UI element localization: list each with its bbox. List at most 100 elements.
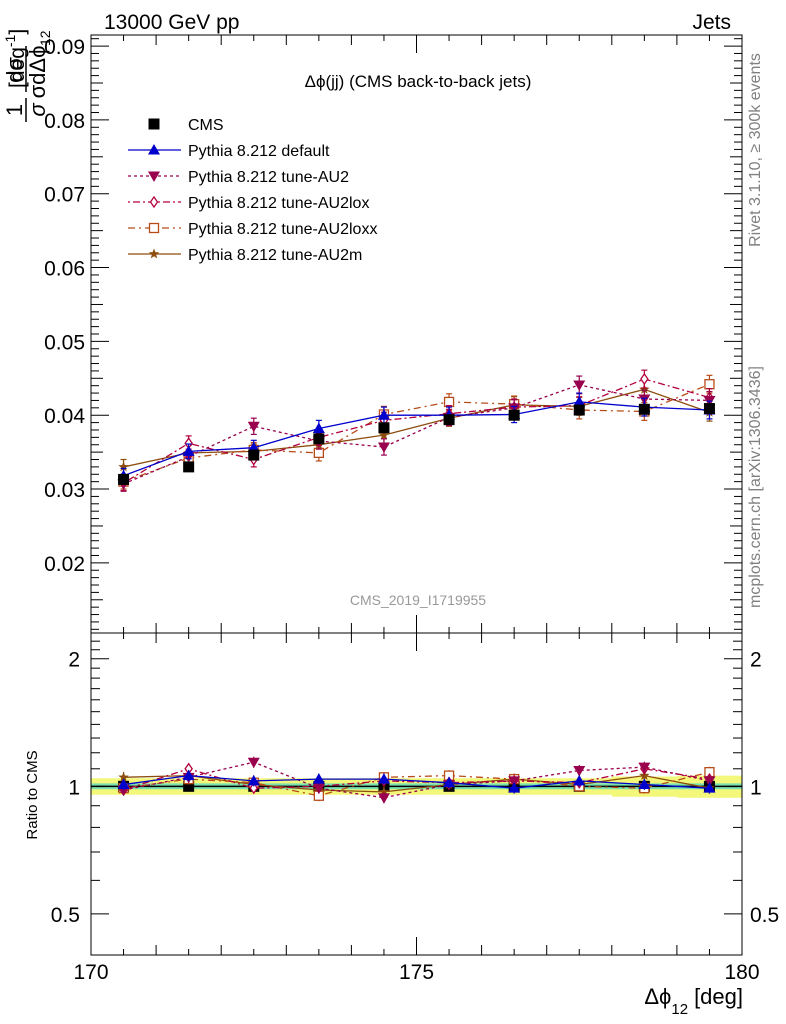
series-line [123, 378, 710, 484]
legend-entry: Pythia 8.212 tune-AU2loxx [128, 221, 377, 238]
ratio-data-point [247, 757, 260, 769]
data-point [182, 445, 195, 456]
series-line [123, 383, 710, 483]
analysis-watermark: CMS_2019_I1719955 [350, 592, 486, 608]
main-ytick-label: 0.07 [44, 184, 85, 207]
ylabel-prefix: 1 [2, 104, 27, 116]
ratio-data-point [508, 776, 521, 787]
data-point [377, 409, 390, 420]
main-ytick-label: 0.06 [44, 258, 85, 281]
ylabel-prefix-sigma: σ [25, 103, 50, 117]
data-point [377, 442, 390, 453]
ratio-ylabel: Ratio to CMS [24, 750, 41, 839]
ratio-data-point [573, 774, 586, 786]
ratio-series-line [123, 771, 710, 797]
legend-label: Pythia 8.212 tune-AU2 [188, 169, 349, 186]
series-line [123, 388, 710, 468]
legend-marker [148, 144, 160, 155]
data-point [247, 421, 260, 433]
data-point [638, 403, 650, 415]
legend-label: Pythia 8.212 tune-AU2lox [188, 195, 369, 212]
data-point [508, 409, 520, 421]
legend-label: Pythia 8.212 tune-AU2loxx [188, 221, 377, 238]
ylabel-denominator: σdΔϕ [25, 46, 50, 99]
legend-marker [148, 248, 160, 259]
ratio-xlabel: Δϕ12 [deg] [644, 984, 743, 1018]
ratio-ytick-label-right: 2 [750, 649, 762, 672]
series-line [123, 384, 710, 485]
xtick-label: 180 [724, 961, 759, 984]
ylabel-unit-close: ] [6, 29, 29, 35]
data-point [573, 380, 586, 391]
data-point [118, 473, 130, 485]
legend-entry: CMS [148, 117, 224, 134]
ratio-data-point [377, 793, 390, 804]
ratio-data-point [117, 778, 130, 789]
data-point [313, 433, 325, 445]
main-ytick-label: 0.03 [44, 479, 85, 502]
ratio-series-group [117, 756, 716, 804]
ratio-data-point [639, 770, 650, 780]
ratio-data-point [638, 762, 651, 774]
legend-entry: Pythia 8.212 default [128, 143, 330, 160]
legend-label: Pythia 8.212 default [188, 143, 330, 160]
xlabel-unit: [deg] [694, 984, 743, 1009]
legend-entry: Pythia 8.212 tune-AU2m [128, 247, 362, 264]
data-point [703, 403, 715, 415]
ratio-series-pythia-8-212-default [117, 769, 716, 794]
plot-title: Δϕ(jj) (CMS back-to-back jets) [305, 72, 532, 91]
main-ytick-label: 0.04 [44, 405, 85, 428]
series-pythia-8-212-default [117, 392, 716, 484]
ratio-data-point [377, 773, 390, 784]
data-point [704, 379, 715, 390]
legend-entry: Pythia 8.212 tune-AU2lox [128, 195, 369, 212]
main-ytick-label: 0.05 [44, 331, 85, 354]
ratio-series-line [123, 761, 710, 799]
series-cms [118, 403, 715, 485]
data-point [312, 422, 325, 433]
ylabel-numerator: dσ [2, 57, 27, 83]
legend-marker [149, 195, 159, 209]
series-pythia-8-212-tune-au2lox [119, 369, 714, 492]
data-point [248, 449, 260, 461]
data-point [573, 404, 585, 416]
ratio-axis-ticks: 0.5 0.5 1 1 2 2 170 175 180 [51, 633, 779, 984]
ratio-data-point [443, 776, 456, 788]
ratio-ytick-label: 0.5 [51, 904, 80, 927]
legend-marker [148, 118, 160, 130]
legend: CMS Pythia 8.212 default Pythia 8.212 tune… [128, 117, 377, 264]
data-point [378, 422, 390, 434]
data-point [573, 395, 586, 407]
xtick-label: 175 [399, 961, 434, 984]
ratio-ytick-label-right: 0.5 [750, 904, 779, 927]
data-point [639, 383, 650, 394]
xlabel-main: Δϕ [644, 984, 671, 1009]
ylabel-unit-exp: -1 [2, 34, 18, 47]
data-point-reference [183, 780, 195, 792]
legend-label: CMS [188, 117, 224, 134]
ratio-series-line [123, 768, 710, 791]
main-panel: 0.02 0.03 0.04 0.05 0.06 0.07 0.08 0.09 Δϕ(jj) … [2, 29, 743, 634]
beam-label: 13000 GeV pp [104, 11, 239, 34]
rivet-version-label: Rivet 3.1.10, ≥ 300k events [746, 53, 764, 247]
data-point [183, 461, 195, 473]
main-ytick-label: 0.02 [44, 553, 85, 576]
series-line [123, 401, 710, 477]
ylabel-unit-group: [deg-1] [2, 29, 29, 88]
ratio-data-point [508, 782, 521, 793]
process-label: Jets [692, 11, 731, 34]
ylabel-unit: [deg [6, 47, 29, 88]
data-point [443, 414, 455, 426]
data-point [247, 441, 260, 453]
ratio-series-line [123, 774, 710, 789]
ylabel-denominator-sub: 12 [37, 30, 53, 46]
mcplots-source-link[interactable]: mcplots.cern.ch [arXiv:1306.3436] [746, 366, 764, 608]
main-series-group [117, 369, 716, 492]
data-point [378, 429, 390, 440]
ratio-series-line [123, 774, 710, 793]
ratio-data-point [573, 765, 586, 777]
ratio-data-point [703, 776, 716, 787]
series-pythia-8-212-tune-au2loxx [118, 374, 715, 490]
